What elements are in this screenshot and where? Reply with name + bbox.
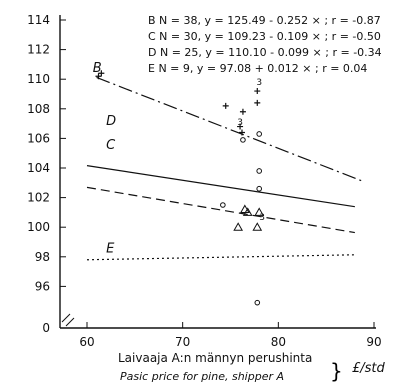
point-count-label: 3 — [259, 213, 265, 223]
point-b — [254, 99, 261, 106]
x-axis-labels: Laivaaja A:n männyn perushinta Pasic pri… — [118, 351, 386, 383]
legend-entry-b: B N = 38, y = 125.49 - 0.252 × ; r = -0.… — [148, 14, 381, 27]
point-b — [238, 129, 245, 136]
line-label-d: D — [106, 114, 116, 129]
y-tick-label: 104 — [27, 161, 50, 175]
axis-break-mark — [61, 313, 75, 327]
y-tick-label: 96 — [35, 279, 50, 293]
point-d — [256, 185, 263, 192]
regression-lines: B CD E — [86, 61, 365, 261]
x-axis-unit: £/std — [352, 361, 386, 376]
y-tick-label: 100 — [27, 220, 50, 234]
point-count-label: 3 — [256, 78, 262, 88]
legend-entry-d: D N = 25, y = 110.10 - 0.099 × ; r = -0.… — [148, 46, 382, 59]
regression-line-e — [86, 254, 355, 261]
y-tick-label: 112 — [27, 43, 50, 57]
point-c — [233, 222, 244, 231]
data-points: 3 3 3 — [95, 70, 265, 306]
point-b — [98, 70, 105, 77]
point-c — [252, 222, 263, 231]
point-b — [239, 108, 246, 115]
y-tick-label: 110 — [27, 72, 50, 86]
point-d — [254, 299, 261, 306]
point-b — [222, 102, 229, 109]
y-tick-label: 106 — [27, 131, 50, 145]
y-tick-label: 102 — [27, 191, 50, 205]
point-d — [256, 168, 263, 174]
point-d — [256, 131, 263, 137]
line-label-c: C — [106, 138, 116, 153]
regression-line-c — [86, 186, 355, 234]
x-tick-label: 70 — [175, 335, 190, 349]
point-c — [242, 207, 253, 216]
legend-entry-e: E N = 9, y = 97.08 + 0.012 × ; r = 0.04 — [148, 62, 367, 75]
x-tick-label: 80 — [271, 335, 286, 349]
point-b — [254, 88, 261, 95]
x-axis-title: Laivaaja A:n männyn perushinta — [118, 351, 312, 365]
point-b — [95, 73, 102, 80]
regression-line-b — [96, 76, 365, 183]
y-tick-label: 98 — [35, 250, 50, 264]
point-b — [237, 123, 244, 130]
axes: 96 98 100 102 104 106 108 110 112 114 0 60 70 80 90 — [27, 13, 382, 349]
x-axis-title-english: Pasic price for pine, shipper A — [120, 370, 284, 383]
point-count-label: 3 — [237, 118, 243, 128]
line-label-b: B — [93, 61, 102, 76]
x-tick-label: 60 — [79, 335, 94, 349]
point-c — [254, 207, 265, 216]
y-tick-label: 108 — [27, 102, 50, 116]
y-tick-label: 114 — [27, 13, 50, 27]
x-axis-brace: } — [330, 359, 343, 383]
x-tick-label: 90 — [366, 335, 381, 349]
line-label-e: E — [106, 241, 115, 256]
point-d — [240, 137, 246, 143]
legend: B N = 38, y = 125.49 - 0.252 × ; r = -0.… — [148, 14, 382, 75]
point-d — [220, 202, 226, 208]
legend-entry-c: C N = 30, y = 109.23 - 0.109 × ; r = -0.… — [148, 30, 381, 43]
y-tick-label-zero: 0 — [42, 321, 50, 335]
regression-line-d — [86, 165, 355, 208]
